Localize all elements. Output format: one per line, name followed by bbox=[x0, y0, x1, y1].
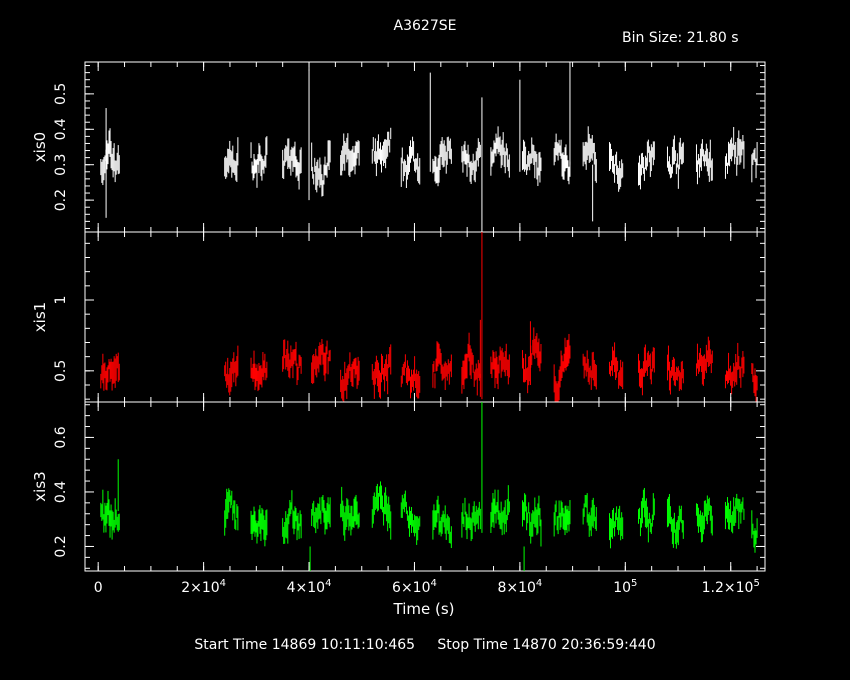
x-axis: 0 2×104 4×104 6×104 8×104 105 1.2×105 bbox=[94, 578, 760, 596]
xis1-data bbox=[100, 232, 758, 402]
panel-frame bbox=[84, 61, 766, 233]
y-tick-label: 0.4 bbox=[53, 118, 69, 140]
plot-title: A3627SE bbox=[393, 18, 457, 34]
panel-xis3: 0.2 0.4 0.6 xis3 bbox=[31, 401, 766, 572]
panel-xis0: 0.2 0.3 0.4 0.5 xis0 bbox=[31, 61, 766, 233]
stop-time-label: Stop Time 14870 20:36:59:440 bbox=[437, 637, 656, 653]
y-tick-label: 0.5 bbox=[53, 360, 69, 382]
bin-size-label: Bin Size: 21.80 s bbox=[622, 30, 739, 46]
y-tick-label: 0.6 bbox=[53, 426, 69, 448]
panels-group: 0.2 0.3 0.4 0.5 xis0 0.5 1 xis1 0.2 0.4 0.6 xis3 bbox=[31, 61, 766, 572]
y-tick-label: 0.4 bbox=[53, 481, 69, 503]
x-tick-label: 105 bbox=[613, 578, 637, 596]
x-tick-label: 2×104 bbox=[181, 578, 226, 596]
panel-xis1: 0.5 1 xis1 bbox=[31, 231, 766, 403]
start-time-label: Start Time 14869 10:11:10:465 bbox=[194, 637, 416, 653]
y-tick-label: 0.3 bbox=[53, 154, 69, 176]
xis0-data bbox=[100, 62, 758, 232]
y-tick-label: 0.5 bbox=[53, 83, 69, 105]
x-tick-label: 1.2×105 bbox=[702, 578, 760, 596]
y-axis-label: xis0 bbox=[31, 132, 49, 162]
y-tick-label: 1 bbox=[53, 296, 69, 305]
x-tick-label: 0 bbox=[94, 580, 103, 596]
x-tick-label: 4×104 bbox=[287, 578, 332, 596]
time-range-info: Start Time 14869 10:11:10:465 Stop Time … bbox=[0, 637, 850, 653]
xis3-data bbox=[100, 402, 758, 571]
x-tick-label: 6×104 bbox=[392, 578, 437, 596]
panel-frame bbox=[84, 231, 766, 403]
y-tick-label: 0.2 bbox=[53, 189, 69, 211]
y-axis-label: xis1 bbox=[31, 302, 49, 332]
x-axis-label: Time (s) bbox=[393, 600, 455, 618]
panel-frame bbox=[84, 401, 766, 572]
y-axis-label: xis3 bbox=[31, 471, 49, 501]
x-tick-label: 8×104 bbox=[497, 578, 542, 596]
y-tick-label: 0.2 bbox=[53, 535, 69, 557]
